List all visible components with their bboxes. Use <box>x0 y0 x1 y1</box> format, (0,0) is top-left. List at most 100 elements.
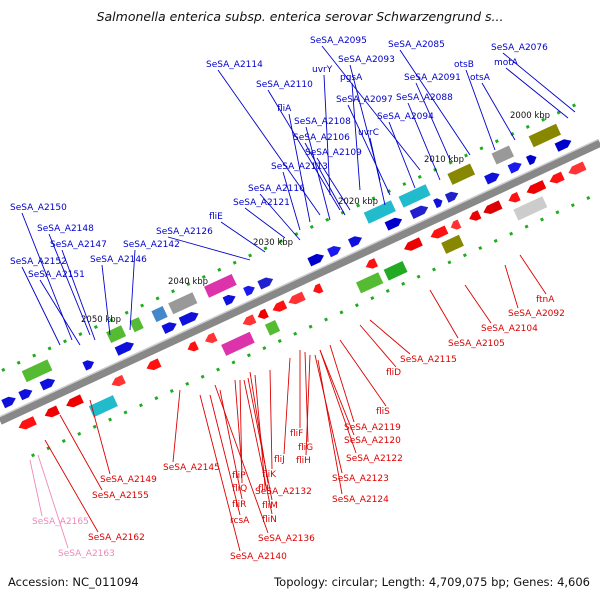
reverse-feature-block <box>441 234 464 254</box>
outer-dot <box>416 274 421 279</box>
outer-dot <box>478 246 483 250</box>
reverse-gene-arrow <box>469 210 482 221</box>
reverse-gene-label: SeSA_A2162 <box>88 533 145 543</box>
forward-label-leader <box>220 221 266 253</box>
outer-dot <box>77 431 82 436</box>
reverse-gene-arrow <box>549 171 565 184</box>
forward-gene-label: SeSA_A2116 <box>248 184 305 194</box>
outer-dot <box>263 246 268 251</box>
forward-gene-label: SeSA_A2076 <box>491 43 548 53</box>
reverse-gene-label: SeSA_A2120 <box>344 436 401 446</box>
forward-gene-label: SeSA_A2108 <box>294 117 351 127</box>
reverse-feature-block <box>88 395 118 418</box>
outer-dot <box>524 224 529 229</box>
forward-label-leader <box>244 207 286 239</box>
outer-dot <box>385 288 390 293</box>
forward-gene-arrow <box>1 396 16 409</box>
reverse-label-leader <box>464 284 492 324</box>
outer-dot <box>509 231 514 236</box>
reverse-feature-block <box>356 272 384 294</box>
pseudo-gene-label: SeSA_A2163 <box>58 549 115 559</box>
forward-label-leader <box>415 82 451 161</box>
forward-gene-label: SeSA_A2148 <box>37 224 94 234</box>
outer-dot <box>447 260 452 265</box>
reverse-label-leader <box>369 319 411 355</box>
outer-dot <box>47 346 52 351</box>
reverse-gene-label: SeSA_A2145 <box>163 463 220 473</box>
forward-feature-block <box>398 184 431 208</box>
forward-gene-arrow <box>18 389 33 401</box>
reverse-feature-block <box>513 196 548 221</box>
reverse-gene-arrow <box>205 332 218 344</box>
reverse-gene-arrow <box>526 180 547 194</box>
forward-gene-label: pgsA <box>340 73 363 83</box>
outer-dot <box>401 281 406 286</box>
forward-label-leader <box>288 113 311 223</box>
forward-gene-label: SeSA_A2088 <box>396 93 453 103</box>
reverse-gene-arrow <box>18 416 37 430</box>
reverse-feature-block <box>383 261 408 281</box>
forward-label-leader <box>129 249 136 331</box>
reverse-label-leader <box>359 324 397 368</box>
forward-gene-arrow <box>348 236 362 248</box>
forward-feature-block <box>491 145 514 165</box>
forward-label-leader <box>399 49 471 156</box>
outer-dot <box>570 203 575 208</box>
reverse-gene-label: SeSA_A2119 <box>344 423 401 433</box>
forward-gene-label: otsB <box>454 60 474 70</box>
outer-dot <box>464 153 468 158</box>
reverse-gene-label: SeSA_A2122 <box>346 454 403 464</box>
outer-dot <box>417 174 422 179</box>
pseudo-gene-label: SeSA_A2165 <box>32 517 89 527</box>
reverse-gene-label: fliJ <box>274 455 285 465</box>
outer-dot <box>216 367 221 372</box>
outer-dot <box>370 296 375 301</box>
reverse-gene-label: SeSA_A2132 <box>255 487 312 497</box>
genome-title: Salmonella enterica subsp. enterica sero… <box>96 9 504 24</box>
forward-gene-label: fliE <box>209 212 223 222</box>
forward-gene-label: SeSA_A2085 <box>388 40 445 50</box>
forward-gene-label: SeSA_A2142 <box>123 240 180 250</box>
reverse-gene-arrow <box>365 258 378 269</box>
pseudo-label-leader <box>29 459 43 517</box>
forward-gene-arrow <box>384 217 403 231</box>
reverse-gene-label: rcsA <box>230 516 250 526</box>
reverse-gene-label: fliN <box>262 515 277 525</box>
forward-feature-block <box>363 200 396 224</box>
forward-feature-block <box>106 325 127 343</box>
reverse-gene-arrow <box>257 308 269 319</box>
forward-gene-label: SeSA_A2152 <box>10 257 67 267</box>
forward-gene-arrow <box>444 191 459 203</box>
outer-dot <box>231 360 236 365</box>
outer-dot <box>109 317 114 322</box>
accession-text: Accession: NC_011094 <box>8 575 139 589</box>
reverse-label-leader <box>172 389 181 463</box>
outer-dot <box>279 239 283 244</box>
forward-gene-label: SeSA_A2110 <box>256 80 313 90</box>
forward-gene-arrow <box>507 162 522 174</box>
outer-dot <box>525 124 530 129</box>
outer-dot <box>324 317 328 322</box>
reverse-gene-label: fliF <box>290 429 303 439</box>
outer-dot <box>1 367 6 372</box>
reverse-gene-arrow <box>508 192 521 203</box>
reverse-gene-arrow <box>450 219 462 230</box>
forward-label-leader <box>267 89 341 211</box>
reverse-gene-label: fliP <box>232 471 246 481</box>
forward-label-leader <box>351 82 361 191</box>
reverse-label-leader <box>247 377 273 501</box>
reverse-label-leader <box>44 439 99 533</box>
forward-gene-label: SeSA_A2094 <box>377 112 434 122</box>
forward-gene-label: SeSA_A2113 <box>271 162 328 172</box>
forward-gene-label: SeSA_A2151 <box>28 270 85 280</box>
outer-dot <box>201 275 206 279</box>
forward-feature-block <box>21 359 53 383</box>
kbp-scale-label: 2020 kbp <box>338 197 378 207</box>
forward-label-leader <box>465 69 496 151</box>
reverse-gene-label: SeSA_A2124 <box>332 495 389 505</box>
forward-gene-arrow <box>327 246 342 258</box>
forward-label-leader <box>304 142 346 216</box>
forward-label-leader <box>39 279 81 346</box>
forward-gene-label: otsA <box>470 73 491 83</box>
outer-dot <box>246 353 251 358</box>
